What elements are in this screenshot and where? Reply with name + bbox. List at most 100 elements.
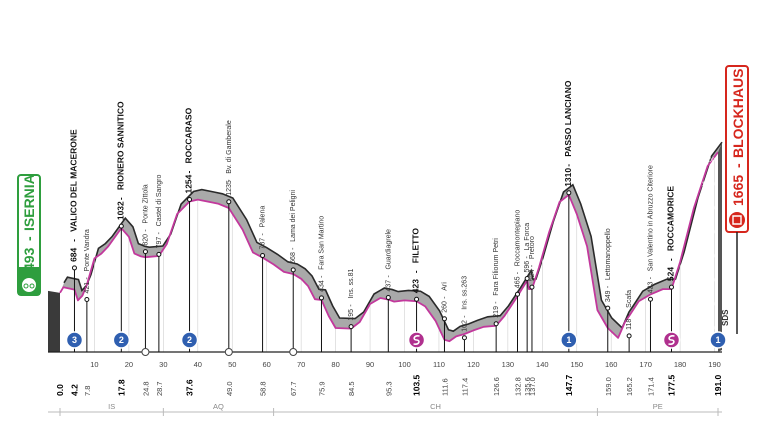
- waypoint-label-group: 820 - Ponte Zittola: [142, 184, 149, 245]
- waypoint-separator: -: [68, 239, 78, 242]
- terrain-ribbon: [60, 142, 722, 342]
- x-tick-label: 170: [639, 360, 652, 369]
- waypoint-separator: -: [385, 275, 392, 278]
- x-tick-label: 60: [263, 360, 271, 369]
- y-tick-label: 800: [705, 254, 716, 260]
- waypoint-km-label: 75.9: [317, 381, 326, 396]
- waypoint-altitude: 423: [411, 279, 421, 293]
- waypoint-km-label: 117.4: [460, 378, 469, 396]
- x-tick-label: 20: [125, 360, 133, 369]
- waypoint-dot: [385, 295, 391, 301]
- waypoint-km-label: 177.5: [666, 374, 676, 396]
- kom-category: 1: [566, 335, 571, 345]
- waypoint-name: FILETTO: [411, 228, 421, 264]
- waypoint-km-label: 135.6: [523, 377, 532, 396]
- waypoint-name: Ponte Zittola: [142, 184, 149, 223]
- waypoint-dot: [118, 223, 124, 229]
- start-label-group: 493 - ISERNIA: [21, 174, 37, 271]
- waypoint-km-label: 4.2: [69, 384, 79, 396]
- waypoint-altitude: 421: [84, 282, 91, 294]
- brand-mark: SDS: [721, 309, 730, 326]
- waypoint-separator: -: [115, 197, 125, 200]
- waypoint-altitude: 423: [647, 281, 654, 293]
- x-tick-label: 150: [570, 360, 583, 369]
- waypoint-altitude: 349: [605, 290, 612, 302]
- km-label-group: 37.6: [185, 379, 195, 396]
- kom-badge-icon: [709, 331, 727, 349]
- waypoint-name: RIONERO SANNITICO: [115, 101, 125, 190]
- waypoint-dot: [226, 199, 232, 205]
- x-tick-label: 50: [228, 360, 236, 369]
- x-tick-label: 80: [331, 360, 339, 369]
- waypoint-separator: -: [142, 229, 149, 232]
- waypoint-name: Lettomanoppello: [605, 228, 612, 280]
- finish-label-group: 1665 - BLOCKHAUS: [730, 69, 746, 206]
- waypoint-altitude: 787: [260, 238, 267, 250]
- km-label-group: 117.4: [460, 378, 469, 396]
- finish-separator: -: [730, 163, 746, 168]
- crossing-marker-icon: [141, 348, 150, 356]
- kom-category: 3: [72, 335, 77, 345]
- waypoint-name: La Forca: [524, 223, 531, 251]
- km-label-group: 24.8: [141, 381, 150, 396]
- km-label-group: 84.5: [347, 381, 356, 396]
- y-tick-label: 1600: [702, 158, 716, 164]
- waypoint-km-label: 67.7: [289, 381, 298, 396]
- km-label-group: 49.0: [225, 381, 234, 396]
- waypoint-name: Roccamontepiano: [514, 210, 521, 267]
- y-tick-label: 600: [705, 278, 716, 284]
- km-label-group: 111.6: [440, 378, 449, 396]
- waypoint-label-group: 1310 - PASSO LANCIANO: [563, 80, 573, 187]
- x-tick-label: 120: [467, 360, 480, 369]
- waypoint-name: Fara Filiorum Petri: [493, 238, 500, 296]
- km-label-group: 165.2: [625, 377, 634, 396]
- waypoint-altitude: 524: [529, 269, 536, 281]
- waypoint-dot: [668, 284, 674, 290]
- waypoint-separator: -: [605, 285, 612, 288]
- waypoint-dot: [626, 333, 632, 339]
- km-label-group: 132.8: [513, 377, 522, 396]
- waypoint-km-label: 132.8: [513, 377, 522, 396]
- waypoint-km-label: 95.3: [384, 381, 393, 396]
- km-label-group: 28.7: [155, 381, 164, 396]
- km-label-group: 147.7: [564, 374, 574, 396]
- waypoint-name: Ari: [441, 282, 448, 291]
- waypoint-label-group: 195 - Ins. ss.81: [348, 269, 355, 321]
- waypoint-separator: -: [529, 264, 536, 267]
- waypoint-km-label: 103.5: [412, 374, 422, 396]
- waypoint-name: Guardiagrele: [385, 229, 392, 270]
- waypoint-dot: [514, 291, 520, 297]
- waypoint-dot: [529, 284, 535, 290]
- region-label: PE: [653, 402, 663, 411]
- km-label-group: 191.0: [713, 374, 723, 396]
- finish-wall: [718, 142, 722, 352]
- kom-category: 2: [187, 335, 192, 345]
- waypoint-km-label: 7.8: [83, 386, 92, 396]
- km-label-group: 0.0: [55, 384, 65, 396]
- waypoint-separator: -: [514, 271, 521, 274]
- waypoint-label-group: 1254 - ROCCARASO: [184, 107, 194, 193]
- kom-badge-icon: [65, 331, 84, 349]
- waypoint-label-group: 797 - Castel di Sangro: [156, 175, 163, 249]
- finish-altitude: 1665: [730, 175, 746, 206]
- waypoint-separator: -: [184, 171, 194, 174]
- waypoint-km-label: 24.8: [141, 381, 150, 396]
- waypoint-dot: [605, 305, 611, 311]
- waypoint-km-label: 49.0: [225, 381, 234, 396]
- bike-wheel-icon: [23, 283, 29, 289]
- km-label-group: 126.6: [492, 377, 501, 396]
- waypoint-separator: -: [493, 301, 500, 304]
- waypoint-label-group: 1235 - Bv. di Gamberale: [226, 120, 233, 196]
- waypoint-altitude: 118: [626, 319, 633, 330]
- waypoint-name: PASSO LANCIANO: [563, 80, 573, 157]
- km-label-group: 171.4: [646, 377, 655, 396]
- waypoint-altitude: 820: [142, 234, 149, 246]
- waypoint-label-group: 668 - Lama dei Peligni: [290, 190, 297, 264]
- x-tick-label: 90: [366, 360, 374, 369]
- x-tick-label: 40: [194, 360, 202, 369]
- crossing-marker-icon: [289, 348, 298, 356]
- x-tick-label: 100: [398, 360, 411, 369]
- finish-icon: [729, 212, 745, 228]
- km-label-group: 135.6: [523, 377, 532, 396]
